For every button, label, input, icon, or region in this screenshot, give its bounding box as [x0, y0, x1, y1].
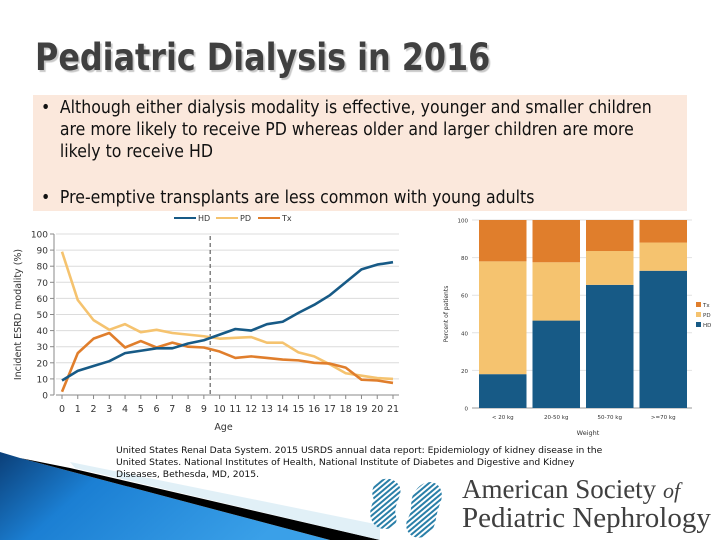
bullet-marker: • — [41, 98, 51, 118]
bullet-text: Although either dialysis modality is eff… — [59, 98, 652, 162]
kidney-icon — [370, 478, 442, 538]
y-tick-label: 100 — [31, 231, 48, 241]
bar-segment-hd — [479, 374, 527, 408]
bar-segment-hd — [532, 320, 580, 408]
x-tick-label: 9 — [201, 404, 207, 415]
x-tick-label: 8 — [185, 404, 191, 415]
series-line-pd — [60, 251, 394, 381]
x-tick-label: 0 — [59, 404, 65, 415]
y-tick-label: 20 — [37, 359, 49, 369]
bar-segment-tx — [532, 220, 580, 263]
x-tick-label: 11 — [229, 404, 241, 415]
y-tick-label: 60 — [37, 295, 49, 305]
y-tick-label: 90 — [37, 247, 49, 257]
x-tick-label: 5 — [138, 404, 144, 415]
y-tick-label: 0 — [465, 407, 469, 413]
x-tick-label: 50-70 kg — [598, 415, 622, 421]
x-tick-label: 21 — [387, 404, 399, 415]
bar-segment-pd — [639, 242, 687, 271]
y-axis-title: Percent of patients — [443, 286, 450, 343]
x-tick-label: 20-50 kg — [544, 415, 568, 421]
slide-title: Pediatric Dialysis in 2016 — [35, 36, 491, 79]
x-tick-label: 12 — [245, 404, 257, 415]
bar-segment-tx — [639, 220, 687, 243]
x-tick-label: 13 — [261, 404, 273, 415]
logo-line1: American Society of — [462, 474, 681, 504]
bullet-box: • Although either dialysis modality is e… — [33, 95, 687, 211]
x-tick-label: 10 — [214, 404, 226, 415]
y-tick-label: 30 — [37, 343, 49, 353]
logo-line2: Pediatric Nephrology — [462, 502, 711, 534]
x-tick-label: 4 — [122, 404, 128, 415]
legend-swatch-tx — [696, 302, 701, 307]
series-line-hd — [61, 260, 394, 382]
bullet-item: • Pre-emptive transplants are less commo… — [41, 187, 672, 209]
legend-label: Tx — [281, 214, 292, 223]
legend-label: Tx — [702, 303, 710, 309]
legend-label: HD — [703, 323, 711, 329]
bullet-text: Pre-emptive transplants are less common … — [59, 188, 535, 208]
x-tick-label: 6 — [154, 404, 160, 415]
x-axis-title: Weight — [577, 429, 600, 437]
x-tick-label: 1 — [75, 404, 81, 415]
y-tick-label: 40 — [37, 327, 49, 337]
legend-swatch-hd — [696, 322, 701, 327]
x-tick-label: < 20 kg — [492, 415, 514, 421]
y-tick-label: 80 — [37, 263, 49, 273]
x-tick-label: 15 — [292, 404, 304, 415]
bar-segment-hd — [586, 284, 634, 408]
x-tick-label: 14 — [277, 404, 289, 415]
x-tick-label: 2 — [91, 404, 97, 415]
y-tick-label: 40 — [461, 331, 468, 337]
bar-segment-pd — [479, 261, 527, 375]
bar-segment-pd — [532, 262, 580, 321]
x-tick-label: 3 — [106, 404, 112, 415]
x-tick-label: 18 — [340, 404, 352, 415]
y-tick-label: 100 — [458, 219, 469, 225]
y-tick-label: 0 — [42, 392, 48, 402]
y-tick-label: 50 — [37, 311, 49, 321]
decorative-swoosh — [0, 452, 380, 540]
x-axis-title: Age — [214, 422, 233, 433]
bar-segment-tx — [479, 220, 527, 262]
y-axis-title: Incident ESRD modality (%) — [13, 249, 24, 380]
x-tick-label: 16 — [308, 404, 320, 415]
legend-label: PD — [240, 214, 251, 223]
y-tick-label: 20 — [461, 369, 468, 375]
y-tick-label: 70 — [37, 279, 49, 289]
legend-swatch-pd — [696, 312, 701, 317]
citation-text: United States Renal Data System. 2015 US… — [116, 445, 603, 480]
bullet-marker: • — [41, 188, 51, 208]
aspn-logo: American Society of Pediatric Nephrology — [356, 470, 720, 540]
x-tick-label: >=70 kg — [651, 415, 676, 421]
bar-segment-tx — [586, 220, 634, 252]
bar-segment-pd — [586, 251, 634, 285]
bar-segment-hd — [639, 270, 687, 408]
bullet-item: • Although either dialysis modality is e… — [41, 97, 672, 163]
legend-label: HD — [198, 214, 210, 223]
legend-label: PD — [703, 313, 711, 319]
series-line-tx — [60, 331, 394, 393]
y-tick-label: 80 — [461, 256, 468, 262]
y-tick-label: 60 — [461, 294, 468, 300]
x-tick-label: 7 — [169, 404, 175, 415]
y-tick-label: 10 — [37, 375, 49, 385]
x-tick-label: 20 — [371, 404, 383, 415]
x-tick-label: 19 — [355, 404, 367, 415]
x-tick-label: 17 — [324, 404, 336, 415]
stacked-bar-chart: 0 20 40 60 80 100 < 20 kg 20-50 kg 50-70 kg >=70 … — [443, 219, 711, 438]
